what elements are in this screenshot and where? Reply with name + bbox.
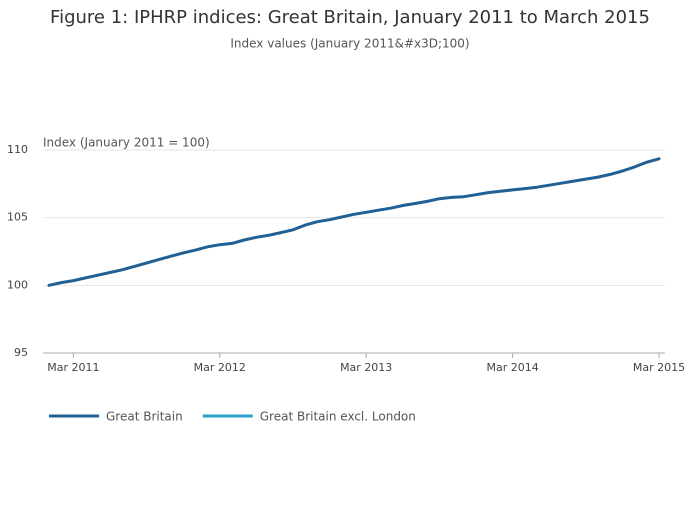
legend-label: Great Britain [106,410,183,424]
series-line [47,157,661,287]
y-tick-label: 110 [7,143,28,156]
y-tick-label: 105 [7,211,28,224]
x-tick-label: Mar 2012 [194,361,246,374]
y-tick-label: 95 [14,346,28,359]
chart-title: Figure 1: IPHRP indices: Great Britain, … [50,7,650,28]
chart-subtitle: Index values (January 2011&#x3D;100) [230,37,469,51]
x-tick-label: Mar 2014 [486,361,538,374]
x-tick-label: Mar 2011 [47,361,99,374]
y-tick-label: 100 [7,278,28,291]
y-axis-label: Index (January 2011 = 100) [43,136,210,150]
x-tick-label: Mar 2015 [633,361,685,374]
x-tick-label: Mar 2013 [340,361,392,374]
legend-label: Great Britain excl. London [260,410,416,424]
